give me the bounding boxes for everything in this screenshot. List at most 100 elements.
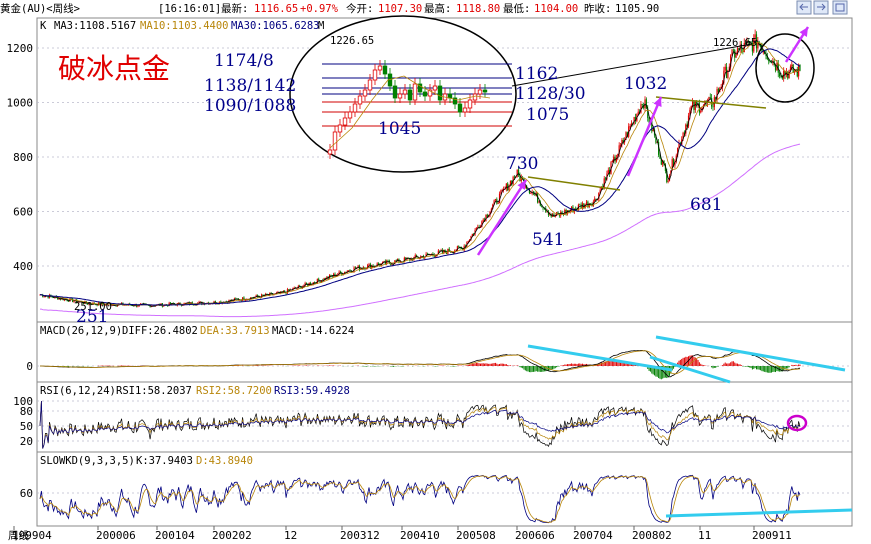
price-y-tick: 1000 [7,97,34,110]
x-tick-label: 200911 [752,529,792,542]
candle-body [262,294,264,296]
candle-body [709,97,711,99]
candle-body [664,164,667,172]
inset-candle [462,107,468,113]
rsi-y-tick: 100 [13,395,33,408]
candle-body [712,106,714,108]
inset-candle [447,93,453,99]
arrow-line [626,96,663,177]
x-tick-label: 200202 [212,529,252,542]
macd-cyan-trend-2 [527,344,673,372]
candle-body [528,188,531,194]
candle-body [637,111,639,114]
candle-body [547,211,550,216]
x-tick-label: 200802 [632,529,672,542]
change-percent: +0.97% [300,3,339,15]
inset-candle [432,85,438,91]
candle-body [345,271,347,273]
inset-candle [422,91,428,97]
candle-body [537,193,539,203]
header-time: [16:16:01] [158,3,221,15]
candle-body [395,260,397,262]
candle-body [732,49,734,51]
candle-body [339,271,342,273]
candle-body [565,209,567,214]
ma-long-line [40,143,801,318]
candle-body [557,212,559,214]
label-lvl_1138: 1138/1142 [204,76,296,96]
candle-body [243,297,245,301]
candle-body [720,87,722,89]
label-peak_label: 1226.65 [330,35,374,47]
macd-cyan-trend-1 [649,355,731,384]
candle-body [626,132,628,137]
candle-body [579,204,581,206]
inset-candle [337,124,343,133]
rsi-legend-r2: RSI2:58.7200 [196,385,272,397]
candle-body [561,211,563,214]
nav-next-button[interactable] [813,0,829,15]
candle-body [704,101,706,105]
nav-prev-button[interactable] [796,0,812,15]
low-price: 1104.00 [534,3,578,15]
candle-body [449,251,452,253]
label-lvl_1162: 1162 [515,64,558,84]
candle-body [747,41,749,42]
inset-candle [407,89,413,101]
price-y-tick: 1200 [7,42,34,55]
candle-body [678,143,680,148]
candle-body [367,265,369,269]
arrow-right-icon [817,3,826,11]
candle-body [696,101,698,105]
candle-body [462,248,464,251]
candle-body [645,99,647,109]
candle-body [724,66,726,71]
candle-body [437,250,439,255]
prev-label: 昨收: [584,2,611,15]
label-peak_label_right: 1226.65 [713,37,757,49]
candle-body [305,282,308,284]
candle-body [293,287,295,289]
candle-body [307,283,309,286]
candle-body [564,209,566,215]
macd-y-tick: 0 [26,360,33,373]
inset-candle [372,69,378,81]
candle-body [99,302,101,305]
candle-body [689,109,691,116]
candle-body [761,46,763,53]
x-tick-label: 200312 [340,529,380,542]
candle-body [297,285,299,289]
candle-body [700,110,702,113]
candle-body [604,178,607,180]
candle-body [683,132,686,134]
x-tick-label: 200104 [155,529,195,542]
candle-body [799,64,801,71]
inset-candle [357,95,363,105]
low-label: 最低: [503,2,530,15]
candle-body [341,272,343,275]
candle-body [371,265,373,269]
kd-panel [36,451,853,527]
candle-body [585,201,588,205]
candle-body [123,304,125,306]
candle-body [220,301,222,304]
candle-body [715,97,717,100]
candle-body [309,282,312,285]
arrowhead-icon [799,27,808,37]
candle-body [482,219,484,222]
candle-body [779,72,781,77]
candle-body [619,144,622,146]
kd-legend-k: K:37.9403 [136,455,193,467]
inset-candle [332,131,338,151]
candle-body [667,181,669,182]
candle-body [492,204,494,209]
candle-body [596,199,599,201]
candle-body [63,298,66,301]
kd-k-line [39,474,801,524]
inset-zoom [289,15,517,173]
maximize-button[interactable] [832,0,848,15]
right-circle [755,33,815,103]
candle-body [519,174,521,181]
